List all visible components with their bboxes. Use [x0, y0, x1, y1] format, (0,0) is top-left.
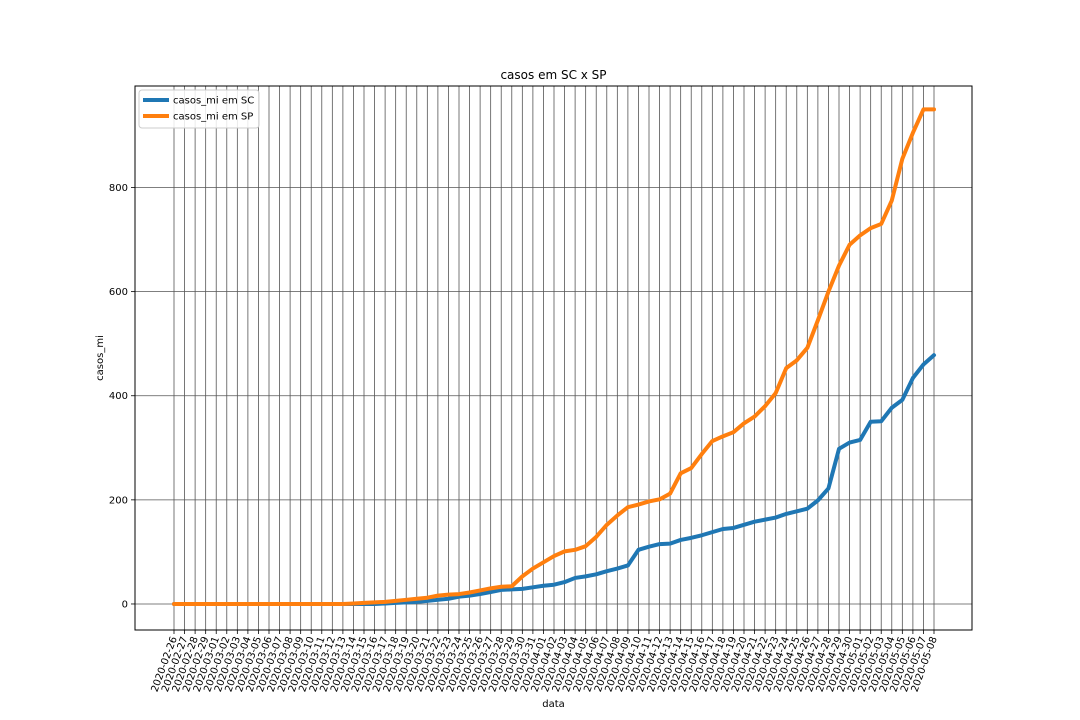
y-tick-label: 600: [109, 287, 128, 298]
y-tick-label: 800: [109, 183, 128, 194]
legend: casos_mi em SC casos_mi em SP: [138, 89, 260, 129]
series-lines: [172, 107, 936, 606]
plot-area-frame: [134, 85, 973, 631]
axes: 2020-02-262020-02-272020-02-282020-02-29…: [109, 183, 940, 694]
y-axis-label: casos_mi: [95, 335, 106, 381]
chart-title: casos em SC x SP: [500, 68, 606, 82]
grid-lines: [135, 86, 972, 630]
y-tick-label: 400: [109, 391, 128, 402]
legend-label: casos_mi em SC: [173, 96, 254, 107]
x-axis-label: data: [542, 699, 565, 710]
legend-label: casos_mi em SP: [173, 112, 253, 123]
y-tick-label: 0: [122, 599, 128, 610]
y-tick-label: 200: [109, 495, 128, 506]
series-line-sp: [172, 107, 936, 606]
